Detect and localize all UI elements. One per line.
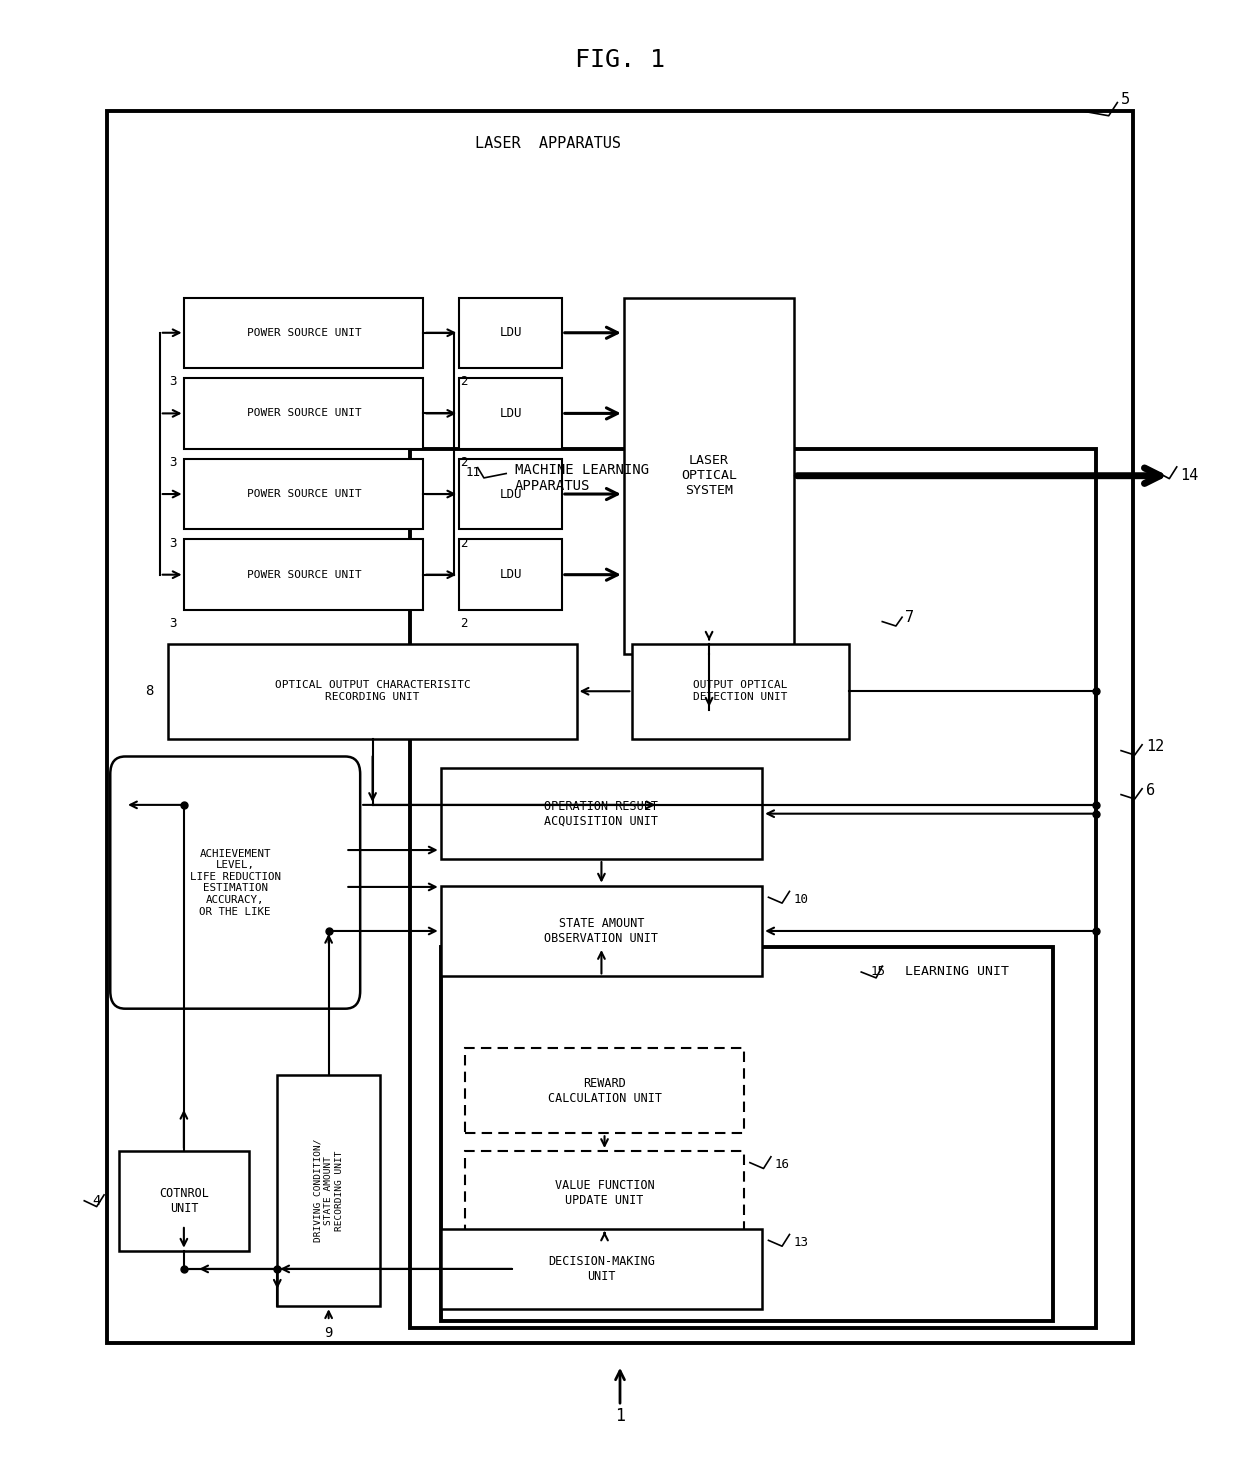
Text: VALUE FUNCTION
UPDATE UNIT: VALUE FUNCTION UPDATE UNIT bbox=[554, 1180, 655, 1208]
Text: LEARNING UNIT: LEARNING UNIT bbox=[904, 965, 1008, 978]
Bar bbox=[185, 378, 423, 448]
Text: 2: 2 bbox=[460, 455, 467, 469]
Text: 2: 2 bbox=[460, 617, 467, 630]
Text: 3: 3 bbox=[170, 375, 177, 388]
Bar bbox=[278, 1075, 379, 1306]
Text: POWER SOURCE UNIT: POWER SOURCE UNIT bbox=[247, 489, 361, 499]
Text: 2: 2 bbox=[460, 536, 467, 549]
Text: 9: 9 bbox=[325, 1325, 332, 1340]
Text: 6: 6 bbox=[1146, 783, 1154, 798]
Text: REWARD
CALCULATION UNIT: REWARD CALCULATION UNIT bbox=[548, 1077, 661, 1105]
Text: LASER
OPTICAL
SYSTEM: LASER OPTICAL SYSTEM bbox=[681, 454, 737, 497]
Bar bbox=[459, 458, 562, 529]
Text: 3: 3 bbox=[170, 617, 177, 630]
Text: POWER SOURCE UNIT: POWER SOURCE UNIT bbox=[247, 408, 361, 419]
Text: 8: 8 bbox=[145, 685, 154, 698]
Text: LDU: LDU bbox=[500, 407, 522, 420]
Bar bbox=[185, 458, 423, 529]
Bar bbox=[440, 768, 763, 859]
Text: 4: 4 bbox=[92, 1194, 100, 1208]
Text: 3: 3 bbox=[170, 536, 177, 549]
Bar bbox=[440, 948, 1053, 1321]
Text: DRIVING CONDITION/
STATE AMOUNT
RECORDING UNIT: DRIVING CONDITION/ STATE AMOUNT RECORDIN… bbox=[314, 1138, 343, 1243]
Bar bbox=[440, 1228, 763, 1309]
Text: ACHIEVEMENT
LEVEL,
LIFE REDUCTION
ESTIMATION
ACCURACY,
OR THE LIKE: ACHIEVEMENT LEVEL, LIFE REDUCTION ESTIMA… bbox=[190, 849, 280, 917]
Bar bbox=[465, 1150, 744, 1235]
Text: POWER SOURCE UNIT: POWER SOURCE UNIT bbox=[247, 570, 361, 580]
Bar bbox=[632, 643, 849, 739]
Text: 16: 16 bbox=[775, 1158, 790, 1171]
Text: LDU: LDU bbox=[500, 569, 522, 582]
Text: POWER SOURCE UNIT: POWER SOURCE UNIT bbox=[247, 328, 361, 338]
Bar bbox=[119, 1150, 249, 1250]
Text: 3: 3 bbox=[170, 455, 177, 469]
Text: 5: 5 bbox=[1121, 93, 1130, 107]
Bar bbox=[440, 886, 763, 977]
Bar bbox=[107, 112, 1133, 1343]
Text: 7: 7 bbox=[904, 610, 914, 624]
Bar bbox=[624, 298, 795, 654]
Bar bbox=[459, 539, 562, 610]
Text: LDU: LDU bbox=[500, 488, 522, 501]
Bar bbox=[169, 643, 577, 739]
Text: 1: 1 bbox=[615, 1407, 625, 1425]
Bar bbox=[409, 448, 1096, 1328]
Bar bbox=[465, 1049, 744, 1133]
Bar bbox=[459, 378, 562, 448]
Text: OPERATION RESULT
ACQUISITION UNIT: OPERATION RESULT ACQUISITION UNIT bbox=[544, 799, 658, 827]
Text: 2: 2 bbox=[460, 375, 467, 388]
Text: 13: 13 bbox=[794, 1235, 808, 1249]
Text: 14: 14 bbox=[1180, 469, 1199, 483]
Text: DECISION-MAKING
UNIT: DECISION-MAKING UNIT bbox=[548, 1255, 655, 1282]
Text: 10: 10 bbox=[794, 893, 808, 906]
Bar bbox=[459, 298, 562, 367]
Text: OUTPUT OPTICAL
DETECTION UNIT: OUTPUT OPTICAL DETECTION UNIT bbox=[693, 680, 787, 702]
Text: 15: 15 bbox=[870, 965, 887, 978]
Text: FIG. 1: FIG. 1 bbox=[575, 48, 665, 72]
Text: STATE AMOUNT
OBSERVATION UNIT: STATE AMOUNT OBSERVATION UNIT bbox=[544, 917, 658, 945]
Text: LDU: LDU bbox=[500, 326, 522, 339]
FancyBboxPatch shape bbox=[110, 757, 360, 1009]
Bar bbox=[185, 539, 423, 610]
Bar bbox=[185, 298, 423, 367]
Text: 12: 12 bbox=[1146, 739, 1164, 754]
Text: OPTICAL OUTPUT CHARACTERISITC
RECORDING UNIT: OPTICAL OUTPUT CHARACTERISITC RECORDING … bbox=[275, 680, 470, 702]
Text: MACHINE LEARNING
APPARATUS: MACHINE LEARNING APPARATUS bbox=[515, 463, 649, 494]
Text: COTNROL
UNIT: COTNROL UNIT bbox=[159, 1187, 208, 1215]
Text: LASER  APPARATUS: LASER APPARATUS bbox=[475, 137, 621, 151]
Text: 11: 11 bbox=[465, 466, 480, 479]
